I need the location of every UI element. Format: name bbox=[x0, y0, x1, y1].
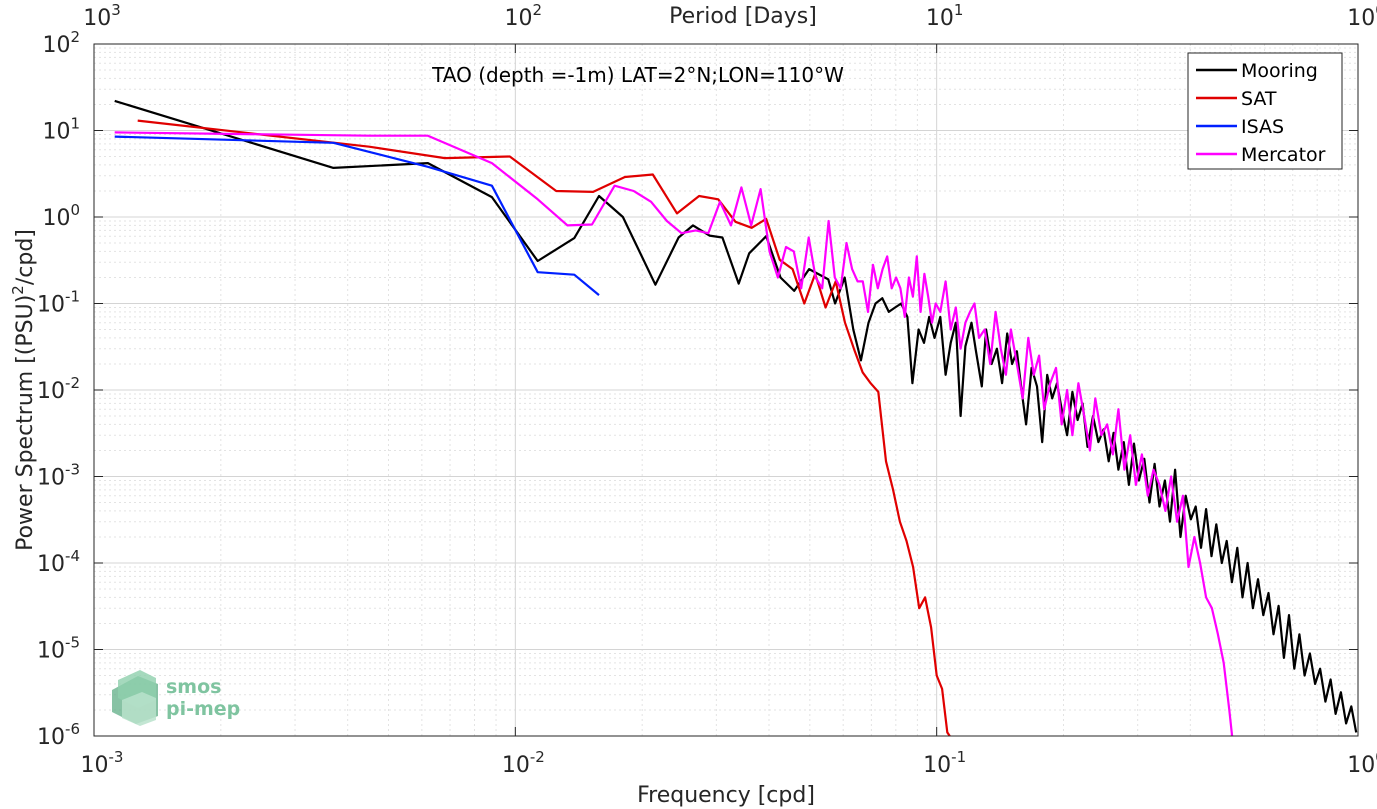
series-line-mercator bbox=[114, 131, 1234, 736]
x-tick-label: 100 bbox=[1347, 748, 1377, 778]
tick-labels: 10-3 10-2 10-1 100 10-6 10-5 10-4 10-3 10-2 10-1 1… bbox=[37, 1, 1377, 778]
x-tick-label: 10-1 bbox=[923, 748, 966, 778]
logo-text-smos: smos bbox=[166, 676, 221, 698]
top-tick-label: 100 bbox=[1347, 1, 1377, 31]
top-tick-label: 103 bbox=[83, 1, 121, 31]
x-tick-label: 10-2 bbox=[502, 748, 545, 778]
y-tick-label: 102 bbox=[42, 28, 80, 58]
series-layer bbox=[114, 99, 1358, 736]
legend-label-mooring: Mooring bbox=[1241, 60, 1318, 82]
legend: Mooring SAT ISAS Mercator bbox=[1187, 52, 1343, 170]
logo-text-pimep: pi-mep bbox=[166, 698, 240, 720]
x-tick-label: 10-3 bbox=[81, 748, 124, 778]
y-tick-label: 101 bbox=[42, 115, 80, 145]
legend-label-sat: SAT bbox=[1241, 88, 1277, 110]
y-tick-label: 10-1 bbox=[37, 288, 80, 318]
legend-box bbox=[1187, 52, 1343, 170]
y-axis-label: Power Spectrum [(PSU)2/cpd] bbox=[9, 229, 38, 551]
top-tick-label: 101 bbox=[926, 1, 964, 31]
y-tick-label: 10-3 bbox=[37, 461, 80, 491]
x-axis-label: Frequency [cpd] bbox=[637, 783, 815, 808]
y-tick-label: 10-4 bbox=[37, 547, 80, 577]
y-tick-label: 10-5 bbox=[37, 634, 80, 664]
top-tick-label: 102 bbox=[505, 1, 543, 31]
logo-mark-icon bbox=[112, 670, 158, 726]
y-tick-label: 10-6 bbox=[37, 720, 80, 750]
y-tick-label: 10-2 bbox=[37, 374, 80, 404]
series-line-sat bbox=[137, 119, 952, 736]
legend-label-mercator: Mercator bbox=[1241, 144, 1326, 166]
y-tick-label: 100 bbox=[42, 201, 80, 231]
tick-marks bbox=[93, 43, 1359, 737]
legend-label-isas: ISAS bbox=[1241, 116, 1284, 138]
chart-title: TAO (depth =-1m) LAT=2°N;LON=110°W bbox=[431, 63, 844, 87]
top-axis-label: Period [Days] bbox=[669, 4, 817, 29]
smos-pimep-logo: smos pi-mep bbox=[112, 670, 240, 726]
series-line-isas bbox=[114, 135, 600, 296]
